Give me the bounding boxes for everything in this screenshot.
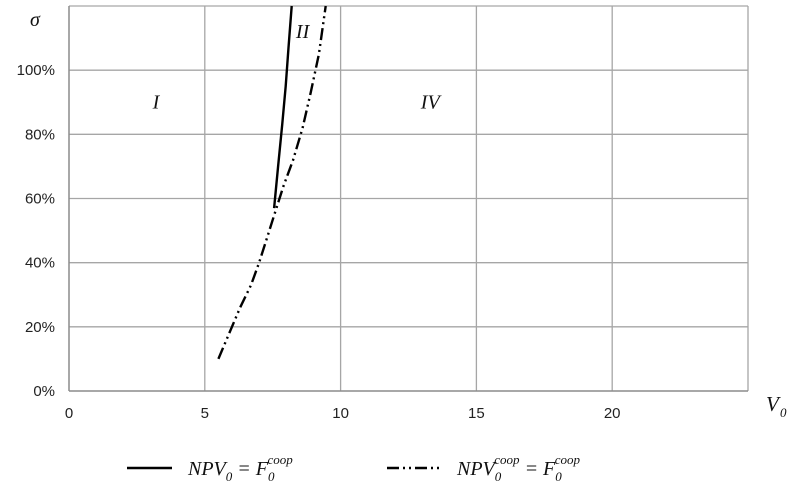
y-tick-label: 60% [25, 191, 55, 208]
x-tick-label: 10 [332, 405, 349, 422]
series-line-2 [217, 5, 327, 360]
legend: NPV0 = F0coop NPV0coop = F0coop [127, 452, 581, 484]
series-line-1 [272, 5, 293, 209]
region-label: II [295, 21, 311, 43]
legend-label: NPV0 = F0coop [187, 452, 293, 484]
y-tick-label: 20% [25, 319, 55, 336]
region-label: I [152, 92, 161, 114]
x-tick-label: 5 [201, 405, 209, 422]
y-axis-label: σ [30, 9, 41, 31]
y-tick-label: 40% [25, 255, 55, 272]
legend-item-1: NPV0 = F0coop [127, 452, 293, 484]
legend-label: NPV0coop = F0coop [456, 452, 581, 484]
y-tick-label: 80% [25, 126, 55, 143]
x-tick-label: 0 [65, 405, 73, 422]
x-tick-label: 15 [468, 405, 485, 422]
x-axis-label: V 0 [766, 392, 787, 420]
legend-item-2: NPV0coop = F0coop [387, 452, 581, 484]
x-tick-label: 20 [604, 405, 621, 422]
svg-text:V: V [766, 392, 781, 416]
grid [69, 5, 749, 391]
y-tick-label: 100% [17, 62, 55, 79]
y-tick-label: 0% [33, 383, 55, 400]
region-label: IV [420, 92, 443, 114]
series-lines [217, 5, 327, 360]
axes [68, 6, 748, 392]
tick-labels: 0 5 10 15 20 0% 20% 40% 60% 80% 100% [17, 62, 621, 422]
svg-text:0: 0 [780, 405, 787, 420]
